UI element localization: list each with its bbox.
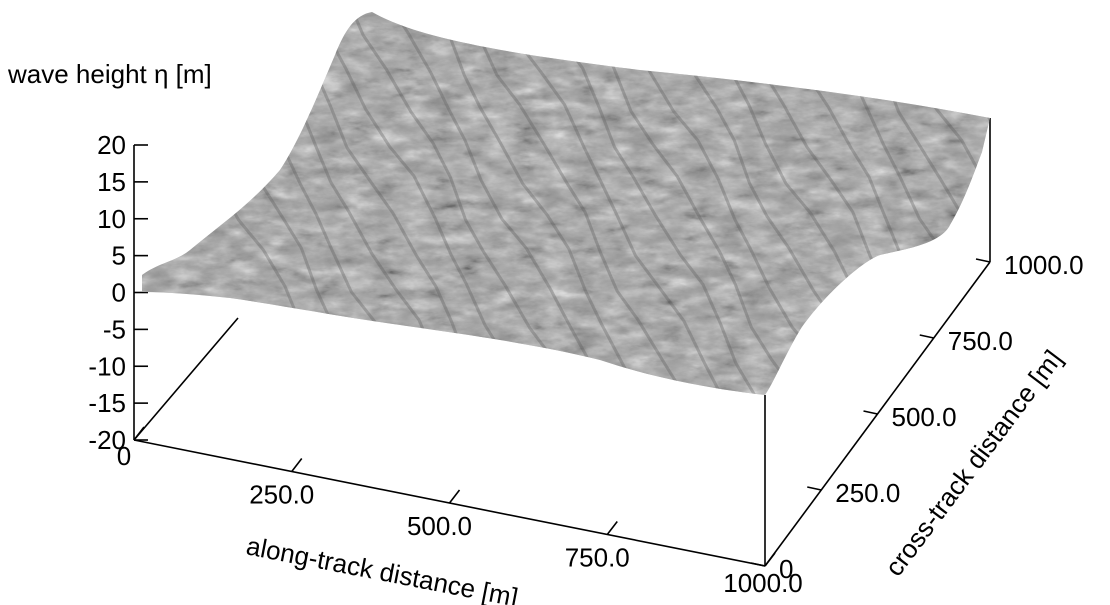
z-tick-label: -10	[88, 351, 126, 381]
y-tick	[863, 410, 878, 415]
y-tick-label: 0	[779, 554, 793, 584]
z-axis-tick-labels: 20 15 10 5 0 -5 -10 -15 -20	[88, 130, 126, 455]
z-axis-label: wave height η [m]	[7, 59, 212, 89]
wave-ridge	[1070, 0, 1110, 436]
y-tick-label: 750.0	[948, 326, 1013, 356]
wave-ridge	[460, 12, 708, 395]
y-tick	[975, 258, 991, 263]
x-tick	[133, 426, 145, 441]
y-tick-label: 250.0	[835, 478, 900, 508]
wave-surface	[142, 0, 1110, 436]
x-tick-label: 500.0	[407, 511, 472, 541]
y-tick-label: 500.0	[892, 402, 957, 432]
y-tick	[750, 562, 766, 567]
y-axis-label: cross-track distance [m]	[879, 344, 1068, 581]
x-axis-ticks	[133, 426, 776, 567]
z-tick-label: -5	[103, 314, 126, 344]
y-axis-ticks	[750, 258, 991, 567]
wave-ridge	[574, 12, 822, 395]
z-tick-label: 5	[112, 241, 126, 271]
x-tick-label: 250.0	[249, 480, 314, 510]
y-tick-label: 1000.0	[1004, 250, 1084, 280]
z-tick-label: 0	[112, 278, 126, 308]
z-tick-label: 20	[97, 130, 126, 160]
z-axis-ticks	[134, 144, 148, 441]
wave-ridge	[498, 12, 739, 395]
y-tick	[807, 486, 822, 491]
x-axis-label: along-track distance [m]	[244, 530, 521, 605]
x-tick	[764, 552, 776, 567]
y-axis-tick-labels: 0 250.0 500.0 750.0 1000.0	[779, 250, 1084, 584]
x-tick-label: 0	[117, 441, 131, 471]
x-tick	[448, 489, 461, 504]
z-tick-label: 15	[97, 167, 126, 197]
wave-ridge	[536, 12, 777, 395]
wave-ridge	[384, 12, 623, 395]
z-tick-label: 10	[97, 204, 126, 234]
x-tick	[291, 458, 303, 472]
x-tick-label: 1000.0	[723, 568, 803, 598]
z-tick-label: -20	[88, 425, 126, 455]
x-axis-tick-labels: 0 250.0 500.0 750.0 1000.0	[117, 441, 803, 598]
back-floor-left	[133, 317, 239, 441]
wave-ridge	[422, 12, 668, 395]
x-tick-label: 750.0	[565, 543, 630, 573]
z-tick-label: -15	[88, 388, 126, 418]
y-tick	[919, 334, 934, 339]
x-tick	[606, 521, 618, 535]
